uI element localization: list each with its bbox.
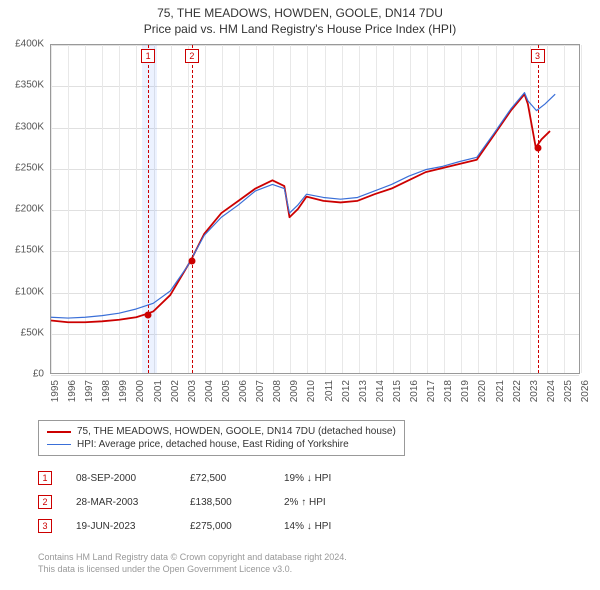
sale-marker-number: 1 [141, 49, 155, 63]
sale-marker-number: 2 [185, 49, 199, 63]
x-tick-label: 2025 [563, 380, 574, 402]
x-tick-label: 2005 [221, 380, 232, 402]
y-tick-label: £150K [15, 245, 44, 256]
chart-svg [51, 45, 579, 373]
y-tick-label: £400K [15, 39, 44, 50]
sale-marker-dot [534, 145, 541, 152]
legend-label: HPI: Average price, detached house, East… [77, 439, 349, 450]
y-tick-label: £350K [15, 80, 44, 91]
sales-row-price: £72,500 [190, 473, 260, 484]
sale-marker-number: 3 [531, 49, 545, 63]
x-tick-label: 2022 [512, 380, 523, 402]
sales-row-number: 1 [38, 471, 52, 485]
x-tick-label: 1999 [118, 380, 129, 402]
title-block: 75, THE MEADOWS, HOWDEN, GOOLE, DN14 7DU… [0, 0, 600, 36]
sales-row-diff: 19% ↓ HPI [284, 473, 374, 484]
y-tick-label: £250K [15, 162, 44, 173]
sales-row-price: £275,000 [190, 521, 260, 532]
x-tick-label: 2011 [324, 380, 335, 402]
y-axis: £0£50K£100K£150K£200K£250K£300K£350K£400… [0, 44, 48, 374]
sales-row-number: 3 [38, 519, 52, 533]
title-address: 75, THE MEADOWS, HOWDEN, GOOLE, DN14 7DU [0, 6, 600, 20]
title-subtitle: Price paid vs. HM Land Registry's House … [0, 22, 600, 36]
x-axis: 1995 1996 1997 1998 1999 2000 2001 2002 2003 2004… [50, 376, 580, 416]
x-tick-label: 2006 [238, 380, 249, 402]
attribution: Contains HM Land Registry data © Crown c… [38, 552, 347, 575]
legend-swatch [47, 431, 71, 433]
sale-marker-line [538, 45, 539, 373]
x-tick-label: 2016 [409, 380, 420, 402]
sale-marker-line [192, 45, 193, 373]
sale-marker-line [148, 45, 149, 373]
x-tick-label: 2003 [187, 380, 198, 402]
x-tick-label: 1997 [84, 380, 95, 402]
y-tick-label: £100K [15, 286, 44, 297]
y-tick-label: £200K [15, 204, 44, 215]
sales-row: 1 08-SEP-2000 £72,500 19% ↓ HPI [38, 466, 374, 490]
y-tick-label: £50K [21, 327, 44, 338]
x-tick-label: 2018 [443, 380, 454, 402]
y-tick-label: £300K [15, 121, 44, 132]
legend-item: 75, THE MEADOWS, HOWDEN, GOOLE, DN14 7DU… [47, 425, 396, 438]
x-tick-label: 2007 [255, 380, 266, 402]
sale-marker-dot [145, 312, 152, 319]
attribution-line2: This data is licensed under the Open Gov… [38, 564, 347, 576]
sales-row-price: £138,500 [190, 497, 260, 508]
legend-swatch [47, 444, 71, 445]
x-tick-label: 2023 [529, 380, 540, 402]
x-tick-label: 2000 [135, 380, 146, 402]
x-tick-label: 2009 [289, 380, 300, 402]
attribution-line1: Contains HM Land Registry data © Crown c… [38, 552, 347, 564]
x-tick-label: 1995 [50, 380, 61, 402]
x-tick-label: 2014 [375, 380, 386, 402]
sales-row-date: 19-JUN-2023 [76, 521, 166, 532]
x-tick-label: 1996 [67, 380, 78, 402]
sales-row-date: 08-SEP-2000 [76, 473, 166, 484]
x-tick-label: 2026 [580, 380, 591, 402]
x-tick-label: 2004 [204, 380, 215, 402]
chart-container: 75, THE MEADOWS, HOWDEN, GOOLE, DN14 7DU… [0, 0, 600, 590]
x-tick-label: 2001 [153, 380, 164, 402]
x-tick-label: 2020 [477, 380, 488, 402]
sales-row-date: 28-MAR-2003 [76, 497, 166, 508]
x-tick-label: 2013 [358, 380, 369, 402]
x-tick-label: 2008 [272, 380, 283, 402]
x-tick-label: 1998 [101, 380, 112, 402]
series-hpi [51, 93, 555, 318]
x-tick-label: 2015 [392, 380, 403, 402]
x-tick-label: 2021 [495, 380, 506, 402]
x-tick-label: 2012 [341, 380, 352, 402]
legend-item: HPI: Average price, detached house, East… [47, 438, 396, 451]
plot-area: 1 2 3 [50, 44, 580, 374]
legend-label: 75, THE MEADOWS, HOWDEN, GOOLE, DN14 7DU… [77, 426, 396, 437]
sales-row: 3 19-JUN-2023 £275,000 14% ↓ HPI [38, 514, 374, 538]
x-tick-label: 2002 [170, 380, 181, 402]
sales-row-number: 2 [38, 495, 52, 509]
sale-marker-dot [188, 257, 195, 264]
sales-row-diff: 14% ↓ HPI [284, 521, 374, 532]
x-tick-label: 2010 [306, 380, 317, 402]
gridline-v [581, 45, 582, 373]
legend: 75, THE MEADOWS, HOWDEN, GOOLE, DN14 7DU… [38, 420, 405, 456]
y-tick-label: £0 [33, 369, 44, 380]
sales-row: 2 28-MAR-2003 £138,500 2% ↑ HPI [38, 490, 374, 514]
x-tick-label: 2024 [546, 380, 557, 402]
series-property [51, 94, 550, 322]
sales-row-diff: 2% ↑ HPI [284, 497, 374, 508]
sales-table: 1 08-SEP-2000 £72,500 19% ↓ HPI 2 28-MAR-2003… [38, 466, 374, 538]
x-tick-label: 2019 [460, 380, 471, 402]
x-tick-label: 2017 [426, 380, 437, 402]
